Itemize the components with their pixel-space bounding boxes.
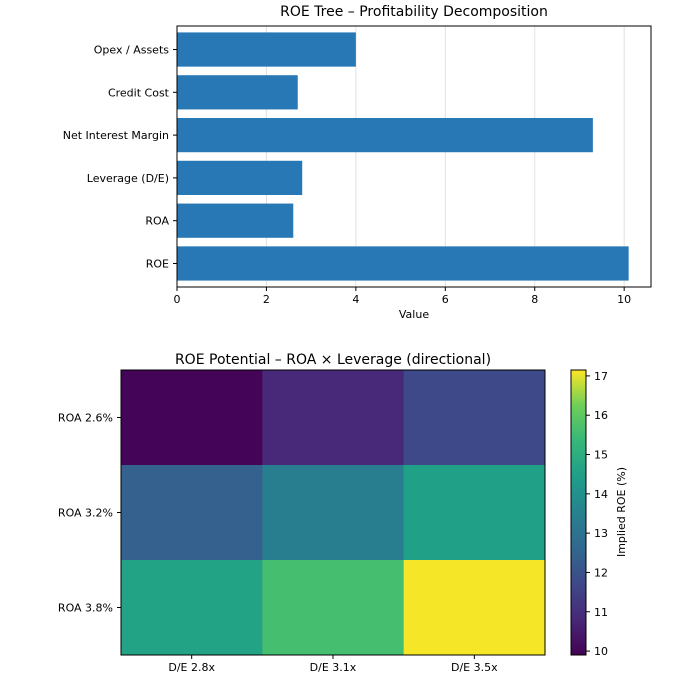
bar-x-tick-label: 0 xyxy=(174,293,181,306)
heatmap-cell xyxy=(121,560,263,656)
bar-category-label: Credit Cost xyxy=(108,86,170,99)
bar xyxy=(177,246,629,281)
bar-category-label: Net Interest Margin xyxy=(63,129,169,142)
bar-x-tick-label: 6 xyxy=(442,293,449,306)
bar xyxy=(177,203,294,238)
bar-chart-bars xyxy=(177,32,629,281)
bar-chart-axes-frame xyxy=(176,25,652,288)
colorbar-tick-label: 17 xyxy=(594,370,608,383)
bar-category-label: ROE xyxy=(146,257,169,270)
colorbar-tick-label: 13 xyxy=(594,527,608,540)
colorbar xyxy=(570,369,587,656)
heatmap-cell xyxy=(403,465,546,561)
bar xyxy=(177,117,593,153)
heatmap-cell xyxy=(121,465,263,561)
colorbar-tick-label: 10 xyxy=(594,645,608,658)
heatmap-cell xyxy=(262,465,405,561)
heatmap-x-label: D/E 3.5x xyxy=(451,661,498,674)
heatmap-y-label: ROA 2.6% xyxy=(58,412,113,425)
heatmap-title: ROE Potential – ROA × Leverage (directio… xyxy=(175,352,491,368)
bar-chart-title: ROE Tree – Profitability Decomposition xyxy=(280,4,548,20)
bar xyxy=(177,32,356,67)
colorbar-label: Implied ROE (%) xyxy=(615,467,628,557)
bar-x-tick-label: 2 xyxy=(263,293,270,306)
bar-chart-y-ticks: ROE ROA Leverage (D/E) Net Interest Margin C… xyxy=(63,44,177,270)
bar-chart-x-axis-label: Value xyxy=(399,308,429,321)
heatmap-x-label: D/E 3.1x xyxy=(310,661,357,674)
heatmap-cell xyxy=(403,560,546,656)
bar-x-tick-label: 4 xyxy=(352,293,359,306)
bar-category-label: Opex / Assets xyxy=(94,44,169,57)
heatmap-cell xyxy=(121,370,263,466)
colorbar-tick-label: 15 xyxy=(594,449,608,462)
heatmap-cells xyxy=(121,370,546,656)
heatmap-chart: ROE Potential – ROA × Leverage (directio… xyxy=(58,352,628,674)
colorbar-tick-label: 16 xyxy=(594,409,608,422)
bar-category-label: ROA xyxy=(145,215,169,228)
bar-x-tick-label: 10 xyxy=(617,293,631,306)
heatmap-cell xyxy=(403,370,546,466)
colorbar-tick-label: 14 xyxy=(594,488,608,501)
colorbar-tick-label: 11 xyxy=(594,606,608,619)
heatmap-x-ticks: D/E 2.8x D/E 3.1x D/E 3.5x xyxy=(168,655,498,674)
bar-chart-x-ticks: 0 2 4 6 8 10 xyxy=(174,287,631,306)
colorbar-tick-label: 12 xyxy=(594,566,608,579)
heatmap-y-label: ROA 3.2% xyxy=(58,507,113,520)
colorbar-ticks: 10 11 12 13 14 15 16 17 xyxy=(586,370,608,658)
heatmap-x-label: D/E 2.8x xyxy=(168,661,215,674)
bar xyxy=(177,160,303,196)
bar-x-tick-label: 8 xyxy=(531,293,538,306)
bar xyxy=(177,75,298,110)
bar-category-label: Leverage (D/E) xyxy=(87,172,169,185)
heatmap-y-label: ROA 3.8% xyxy=(58,602,113,615)
heatmap-cell xyxy=(262,560,405,656)
heatmap-y-ticks: ROA 2.6% ROA 3.2% ROA 3.8% xyxy=(58,412,121,615)
heatmap-cell xyxy=(262,370,405,466)
bar-chart: ROE Tree – Profitability Decomposition R… xyxy=(63,4,652,321)
